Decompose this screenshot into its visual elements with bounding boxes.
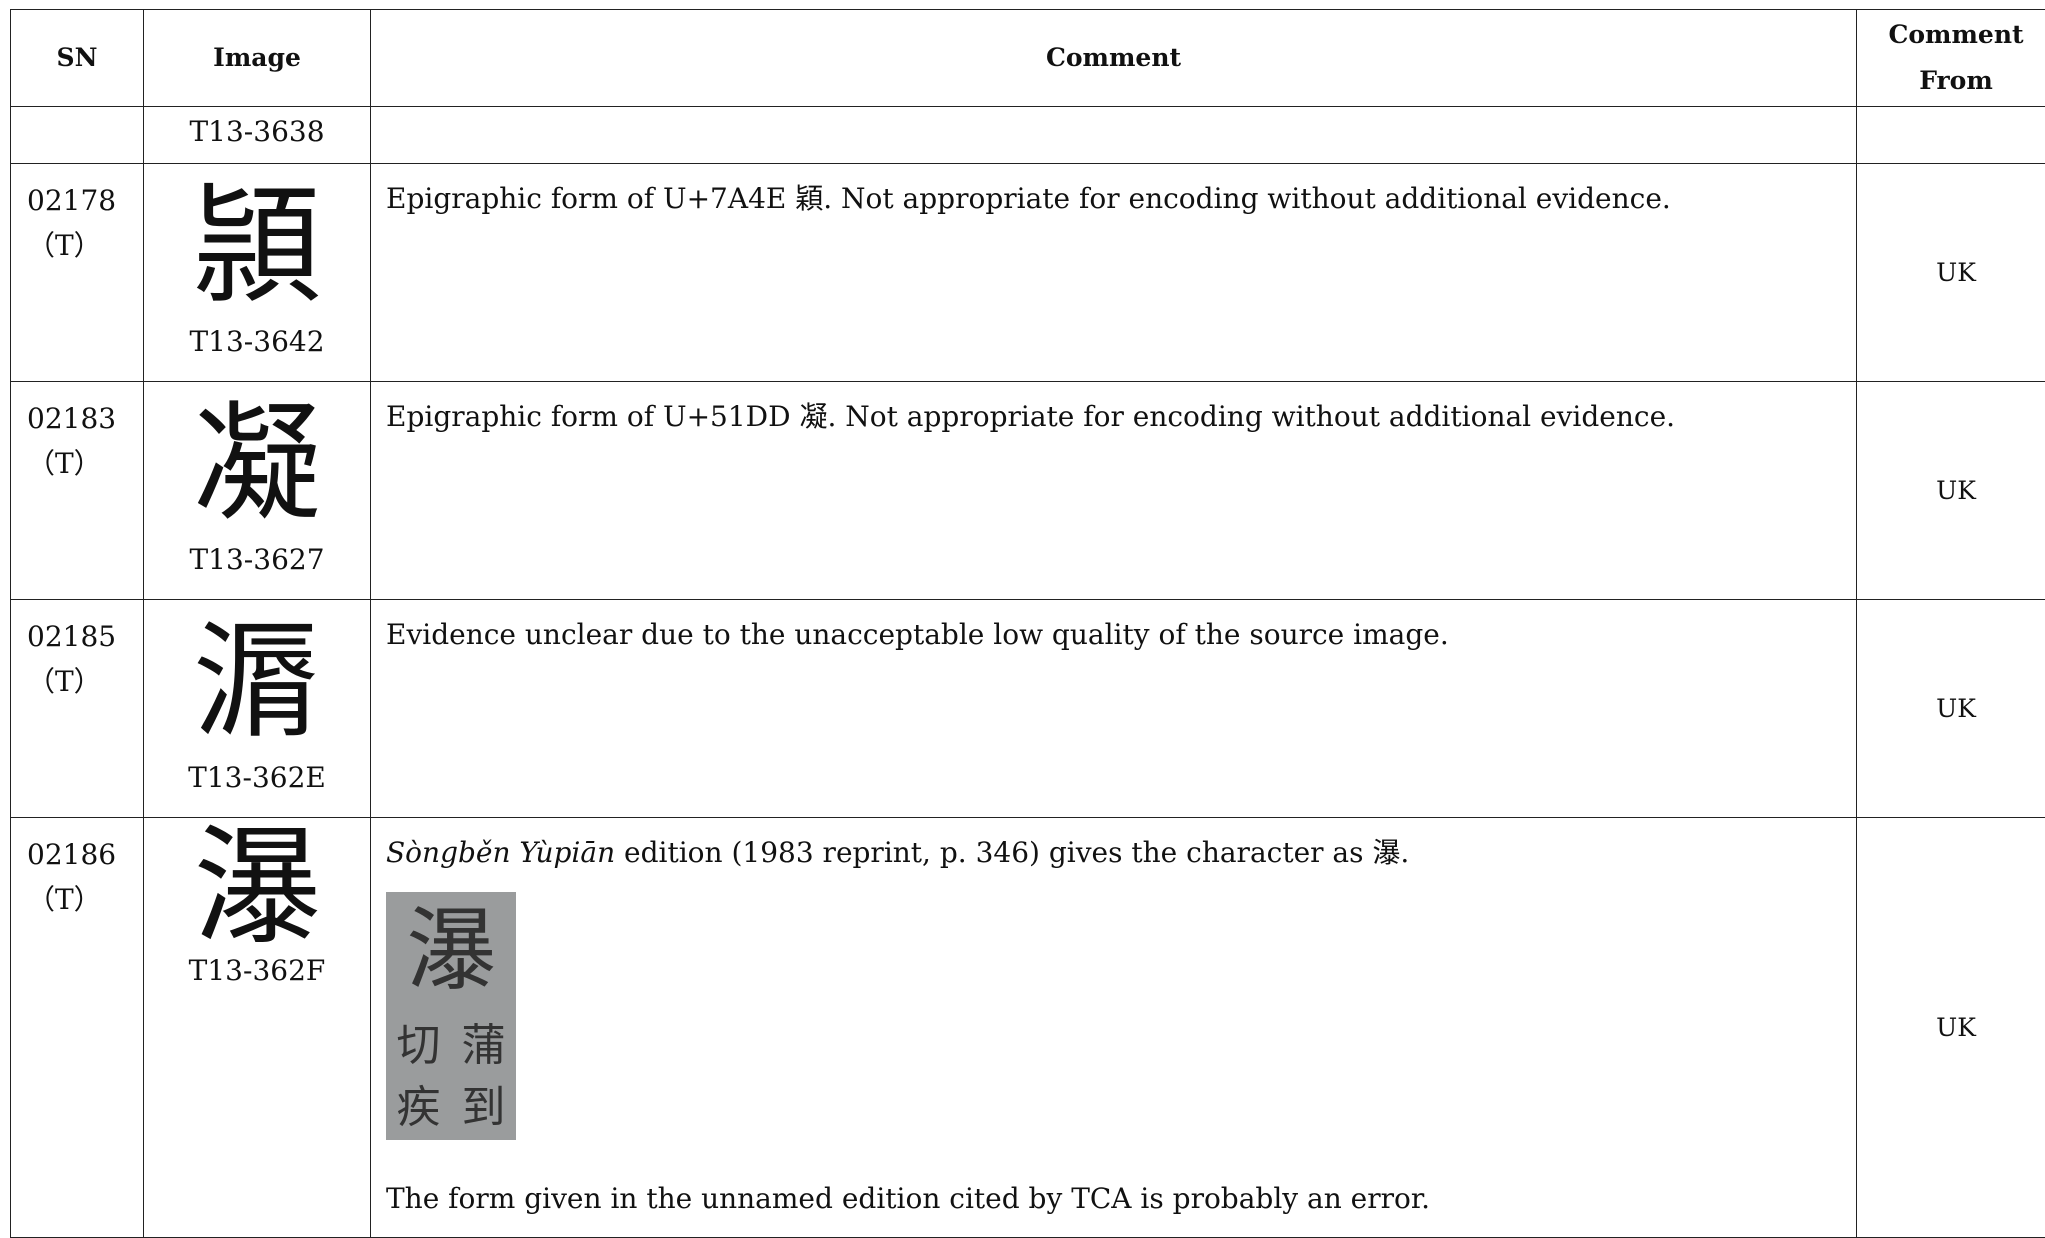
comment-text: edition (1983 reprint, p. 346) gives the…	[615, 836, 1409, 869]
scan-char: 切	[386, 1016, 451, 1078]
comment: Epigraphic form of U+51DD 凝. Not appropr…	[386, 398, 1856, 436]
comment-cell: Epigraphic form of U+7A4E 穎. Not appropr…	[371, 164, 1857, 382]
comment-cell: Sòngběn Yùpiān edition (1983 reprint, p.…	[371, 818, 1857, 1238]
comment: The form given in the unnamed edition ci…	[386, 1180, 1856, 1218]
header-cell: Image	[144, 10, 371, 107]
comment-text: Evidence unclear due to the unacceptable…	[386, 618, 1449, 651]
header-cell: Comment	[371, 10, 1857, 107]
glyph: 漘	[144, 608, 370, 758]
comment-title: Sòngběn Yùpiān	[386, 836, 615, 869]
comment: Evidence unclear due to the unacceptable…	[386, 616, 1856, 654]
source-code: T13-362F	[144, 951, 370, 991]
sn-cell: 02186（T）	[11, 818, 144, 1238]
sn: 02186	[27, 832, 143, 877]
sn: 02183	[27, 396, 143, 441]
scan-char: 蒲	[451, 1016, 516, 1078]
sn-cell: 02178（T）	[11, 164, 144, 382]
source-code: T13-3642	[144, 322, 370, 362]
glyph: 頴	[144, 172, 370, 322]
header-row: SN Image Comment Comment From	[11, 10, 2045, 107]
header-cell: SN	[11, 10, 144, 107]
header-cell: Comment From	[1857, 10, 2045, 107]
sn-cell: 02183（T）	[11, 382, 144, 600]
comment-from: UK	[1857, 382, 2045, 600]
comment-text: Epigraphic form of U+51DD 凝. Not appropr…	[386, 400, 1675, 433]
comment-table: SN Image Comment Comment From T13-3638 0…	[10, 9, 2045, 1238]
sn: 02178	[27, 178, 143, 223]
comment-text: Epigraphic form of U+7A4E 穎. Not appropr…	[386, 182, 1671, 215]
source-code: T13-3638	[144, 107, 370, 157]
sn-note: （T）	[27, 223, 143, 268]
comment-cell: Epigraphic form of U+51DD 凝. Not appropr…	[371, 382, 1857, 600]
source-code: T13-3627	[144, 540, 370, 580]
comment-cell: Evidence unclear due to the unacceptable…	[371, 600, 1857, 818]
sn-note: （T）	[27, 659, 143, 704]
scan-char: 到	[451, 1078, 516, 1140]
sn-note: （T）	[27, 441, 143, 486]
sn-note: （T）	[27, 877, 143, 922]
scan-char: 瀑	[386, 892, 516, 1016]
row: T13-3638	[11, 107, 2045, 164]
sn: 02185	[27, 614, 143, 659]
comment: Epigraphic form of U+7A4E 穎. Not appropr…	[386, 180, 1856, 218]
comment-from: UK	[1857, 818, 2045, 1238]
comment-from: UK	[1857, 164, 2045, 382]
comment: Sòngběn Yùpiān edition (1983 reprint, p.…	[386, 834, 1856, 872]
glyph: 瀑	[144, 826, 370, 951]
scan-char: 疾	[386, 1078, 451, 1140]
sn-cell: 02185（T）	[11, 600, 144, 818]
glyph: 凝	[144, 390, 370, 540]
comment-from: UK	[1857, 600, 2045, 818]
source-code: T13-362E	[144, 758, 370, 798]
scan-image: 瀑切蒲疾到	[386, 892, 516, 1140]
